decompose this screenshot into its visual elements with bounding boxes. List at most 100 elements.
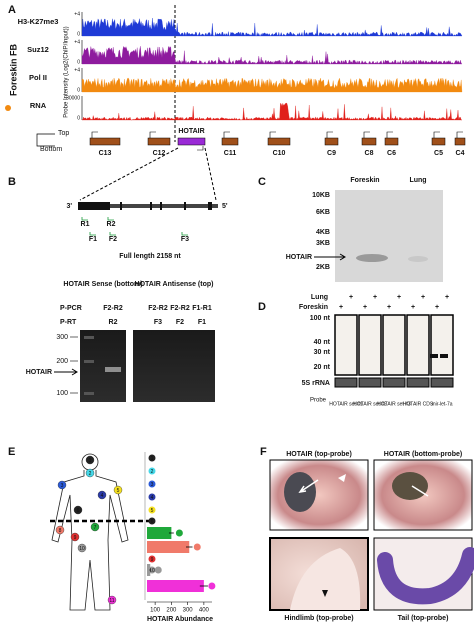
blot <box>382 377 406 388</box>
lane-label: F1-R1 <box>192 305 212 312</box>
site-label: 6 <box>151 519 154 525</box>
marker-label: 6KB <box>316 209 330 216</box>
exon <box>150 202 152 210</box>
lane-label: F2-R2 <box>148 305 168 312</box>
blot-band <box>430 354 438 358</box>
site-marker <box>113 485 123 495</box>
site-marker <box>148 467 156 475</box>
gel <box>133 330 215 402</box>
site-marker <box>70 532 80 542</box>
primer <box>81 217 88 221</box>
plus-mark: + <box>387 304 391 311</box>
site-label: 4 <box>101 493 104 499</box>
site-marker <box>73 505 83 515</box>
marker-label: 30 nt <box>314 349 331 356</box>
gene-label: C4 <box>456 150 465 157</box>
track-name: RNA <box>30 101 47 110</box>
column-label: Foreskin <box>350 177 379 184</box>
probe-label: HOTAIR set #2 <box>353 401 387 407</box>
site-label: 8 <box>59 528 62 534</box>
end-label: 5' <box>222 203 228 210</box>
plus-mark: + <box>349 294 353 301</box>
primer <box>107 217 114 221</box>
row-label: P-PCR <box>60 305 82 312</box>
primer-label: R2 <box>107 221 116 228</box>
tss-arrow <box>91 131 98 138</box>
loading-label: 5S rRNA <box>302 380 330 387</box>
blot <box>335 190 443 282</box>
ladder <box>84 336 94 339</box>
site-marker <box>148 555 156 563</box>
x-tick-label: 200 <box>166 608 177 614</box>
axis-title: Probe Intensity (Log2(ChIP/Input)) <box>64 26 70 117</box>
site-marker <box>148 493 156 501</box>
gene-label: C12 <box>153 150 166 157</box>
scale-top: +4 <box>74 67 80 73</box>
bar <box>147 580 204 592</box>
bar <box>147 564 151 576</box>
site-marker <box>148 517 156 525</box>
marker-label: 20 nt <box>314 364 331 371</box>
blot-band <box>408 256 428 262</box>
row-label: Foreskin <box>299 304 328 311</box>
site-marker <box>57 480 67 490</box>
gene-label: HOTAIR <box>178 128 204 135</box>
sample-label: Foreskin FB <box>8 43 18 96</box>
gene <box>431 137 446 146</box>
site-label: 2 <box>151 469 154 475</box>
blot-band <box>440 354 448 358</box>
plus-mark: + <box>421 294 425 301</box>
tss-arrow <box>149 131 156 138</box>
scale-bottom: 0 <box>77 59 80 65</box>
tss-arrow <box>223 131 230 138</box>
exon <box>120 202 122 210</box>
marker-label: 200 <box>56 358 68 365</box>
tss-arrow <box>326 131 333 138</box>
gel-band <box>105 367 121 372</box>
marker-label: 40 nt <box>314 339 331 346</box>
x-tick-label: 300 <box>183 608 194 614</box>
gene-label: C6 <box>387 150 396 157</box>
primer-label: R1 <box>81 221 90 228</box>
strand-label: Bottom <box>40 146 62 153</box>
arrow <box>54 368 78 376</box>
strand-arrow <box>36 140 55 147</box>
gene <box>89 137 121 146</box>
primer <box>109 232 116 236</box>
blot <box>430 377 454 388</box>
site-label: 7 <box>94 525 97 531</box>
site-marker <box>148 454 156 462</box>
plus-mark: + <box>411 304 415 311</box>
site-marker <box>90 522 100 532</box>
site-marker <box>193 543 201 551</box>
gene <box>454 137 466 146</box>
gene-label: C11 <box>224 150 237 157</box>
scale-top: 30000 <box>66 95 80 101</box>
marker-label: 300 <box>56 334 68 341</box>
lane-label: F3 <box>154 319 162 326</box>
marker-label: 4KB <box>316 229 330 236</box>
site-label: 4 <box>151 495 154 501</box>
plus-mark: + <box>445 294 449 301</box>
gel <box>80 330 126 402</box>
marker-label: 10KB <box>312 192 330 199</box>
row-label: Lung <box>311 294 328 301</box>
site-label: 10 <box>79 546 85 552</box>
arrow <box>298 479 319 494</box>
zoom-line <box>79 147 179 201</box>
primer-label: F2 <box>109 236 117 243</box>
caption: Tail (top-probe) <box>398 615 449 622</box>
panel-label: B <box>8 176 16 188</box>
exon <box>184 202 186 210</box>
gene-label: C9 <box>327 150 336 157</box>
gene <box>221 137 239 146</box>
site-marker <box>107 595 117 605</box>
site-label: 5 <box>151 508 154 514</box>
site-label: 9 <box>74 535 77 541</box>
site-label: 1 <box>89 458 92 464</box>
column-label: Lung <box>409 177 426 184</box>
bar <box>147 527 172 539</box>
x-tick-label: 100 <box>150 608 161 614</box>
site-label: 1 <box>151 456 154 462</box>
lane-label: F2-R2 <box>170 305 190 312</box>
